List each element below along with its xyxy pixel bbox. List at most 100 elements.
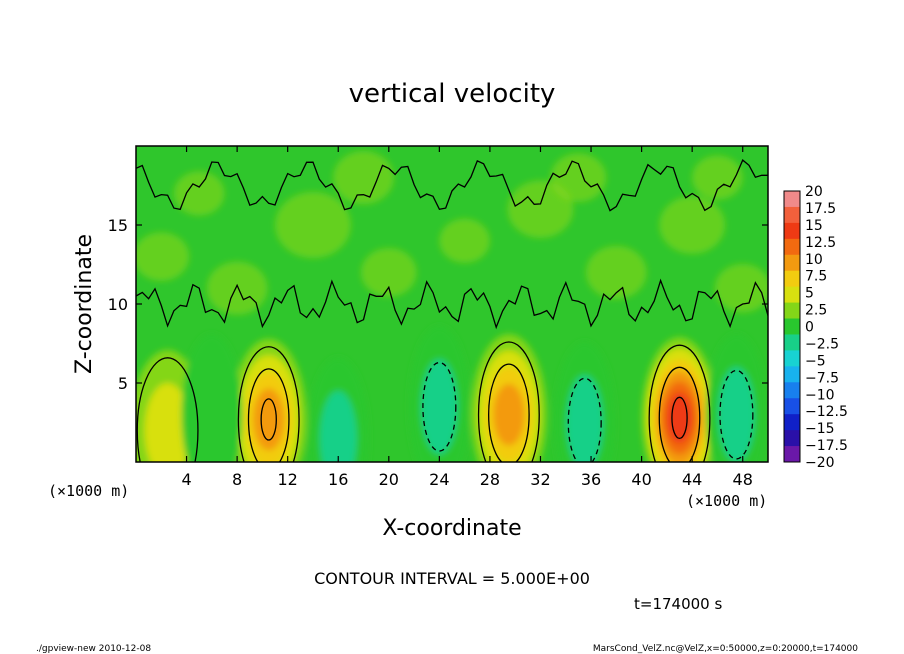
- colorbar-swatch: [784, 414, 800, 431]
- colorbar-label: −7.5: [805, 370, 839, 386]
- zero-contour-layer-top: [136, 278, 768, 330]
- colorbar-swatch: [784, 318, 800, 335]
- colorbar-label: 10: [805, 252, 823, 268]
- plot-area: [136, 146, 768, 462]
- x-tick-label: 20: [379, 470, 399, 489]
- updraft-3-level-1: [144, 383, 191, 462]
- updraft-contour-10-0: [260, 398, 277, 441]
- colorbar-swatch: [784, 191, 800, 208]
- x-tick-label: 24: [429, 470, 449, 489]
- field-patch-2: [275, 191, 351, 259]
- colorbar-label: 12.5: [805, 235, 836, 251]
- colorbar-swatch: [784, 446, 800, 463]
- x-axis-ticks: 4 8 12 16 20 24 28 32 36 40 44 48: [181, 146, 753, 489]
- downdraft-contour-5-2: [567, 377, 602, 462]
- downdraft-4-level-0: [181, 334, 243, 462]
- colorbar-swatch: [784, 398, 800, 415]
- field-patch-9: [173, 171, 225, 216]
- field-patch-0: [136, 232, 190, 281]
- x-unit-right: (×1000 m): [686, 492, 767, 510]
- colorbar-swatch: [784, 430, 800, 447]
- colorbar-label: 20: [805, 184, 823, 200]
- colorbar-label: 15: [805, 218, 823, 234]
- updraft-0-level-3: [253, 388, 285, 451]
- colorbar-label: −20: [805, 455, 835, 471]
- field-patch-8: [714, 263, 768, 313]
- x-tick-label: 8: [232, 470, 242, 489]
- velocity-field: [136, 151, 768, 462]
- updraft-contour-0-2: [648, 344, 711, 462]
- colorbar-swatch: [784, 270, 800, 288]
- colorbar-label: 5: [805, 286, 814, 302]
- colorbar-label: 17.5: [805, 201, 836, 217]
- field-patch-6: [585, 245, 647, 299]
- downdraft-3-level-1: [718, 367, 755, 462]
- x-tick-label: 4: [181, 470, 191, 489]
- field-patch-10: [333, 151, 394, 205]
- downdraft-contour-5-3: [719, 369, 754, 460]
- colorbar-label: 2.5: [805, 303, 827, 319]
- colorbar-label: 0: [805, 320, 814, 336]
- updraft-contour-5-2: [658, 366, 701, 462]
- colorbar-label: −17.5: [805, 438, 848, 454]
- updraft-2-level-5: [666, 392, 693, 444]
- field-patch-1: [206, 261, 268, 315]
- zero-contour-upper: [136, 159, 768, 212]
- field-patch-4: [439, 218, 490, 263]
- updraft-contour-5-0: [247, 368, 290, 462]
- updraft-contour-5-1: [488, 363, 530, 462]
- y-axis-label: Z-coordinate: [72, 234, 97, 374]
- updraft-contour-0-1: [477, 341, 540, 462]
- field-patch-12: [692, 155, 743, 200]
- field-patch-11: [550, 153, 607, 202]
- x-unit-left: (×1000 m): [48, 482, 129, 500]
- y-tick-label: 10: [108, 295, 128, 314]
- colorbar-swatch: [784, 334, 800, 351]
- field-patch-7: [659, 196, 726, 254]
- colorbar-swatch: [784, 206, 800, 224]
- downdraft-contour-5-1: [422, 361, 457, 452]
- colorbar-frame: [783, 190, 801, 463]
- x-tick-label: 12: [278, 470, 298, 489]
- chart-title: vertical velocity: [349, 79, 556, 109]
- downdraft-1-level-1: [421, 359, 458, 455]
- x-tick-label: 40: [631, 470, 651, 489]
- x-tick-label: 16: [328, 470, 348, 489]
- colorbar-swatch: [784, 238, 800, 256]
- colorbar-swatch: [784, 302, 800, 320]
- colorbar: 2017.51512.5107.552.50−2.5−5−7.5−10−12.5…: [783, 184, 848, 471]
- colorbar-swatch: [784, 222, 800, 240]
- colorbar-label: −15: [805, 421, 835, 437]
- colorbar-label: −2.5: [805, 336, 839, 352]
- downdraft-2-level-1: [566, 375, 604, 462]
- x-tick-label: 44: [682, 470, 702, 489]
- y-tick-label: 15: [108, 216, 128, 235]
- x-tick-label: 32: [530, 470, 550, 489]
- footer-left: ./gpview-new 2010-12-08: [36, 644, 151, 654]
- y-tick-label: 5: [118, 374, 128, 393]
- time-label: t=174000 s: [634, 595, 722, 613]
- field-patch-3: [360, 248, 417, 297]
- updraft-contour-10-2: [671, 396, 688, 440]
- updraft-contour-0-0: [237, 346, 300, 462]
- footer-right: MarsCond_VelZ.nc@VelZ,x=0:50000,z=0:2000…: [593, 644, 858, 654]
- contour-lines: [136, 159, 768, 462]
- colorbar-swatch: [784, 254, 800, 272]
- colorbar-swatch: [784, 286, 800, 304]
- colorbar-swatch: [784, 366, 800, 383]
- colorbar-swatch: [784, 382, 800, 399]
- colorbar-swatch: [784, 350, 800, 367]
- y-axis-ticks: 5 10 15: [108, 216, 768, 393]
- colorbar-label: −12.5: [805, 404, 848, 420]
- colorbar-label: 7.5: [805, 269, 827, 285]
- contour-interval-label: CONTOUR INTERVAL = 5.000E+00: [314, 569, 590, 588]
- updraft-1-level-3: [493, 383, 525, 446]
- field-patch-5: [507, 180, 574, 238]
- colorbar-label: −5: [805, 353, 826, 369]
- updraft-contour-0-3: [136, 357, 199, 462]
- x-tick-label: 48: [733, 470, 753, 489]
- x-axis-label: X-coordinate: [382, 516, 521, 541]
- colorbar-label: −10: [805, 387, 835, 403]
- x-tick-label: 36: [581, 470, 601, 489]
